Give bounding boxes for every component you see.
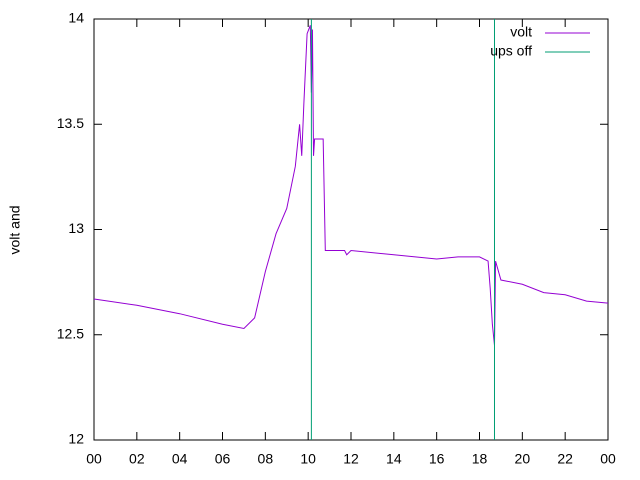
legend-label: volt xyxy=(510,24,532,40)
x-tick-label: 00 xyxy=(86,451,102,467)
y-tick-label: 12 xyxy=(68,431,84,447)
y-tick-label: 13 xyxy=(68,220,84,236)
y-axis-label: volt and xyxy=(7,205,23,254)
x-tick-label: 16 xyxy=(429,451,445,467)
x-tick-label: 10 xyxy=(300,451,316,467)
x-tick-label: 08 xyxy=(258,451,274,467)
x-tick-label: 12 xyxy=(343,451,359,467)
x-tick-label: 18 xyxy=(472,451,488,467)
legend-label: ups off xyxy=(490,43,532,59)
y-tick-label: 13.5 xyxy=(57,115,84,131)
line-series xyxy=(93,25,609,346)
x-tick-label: 20 xyxy=(515,451,531,467)
x-tick-label: 00 xyxy=(600,451,616,467)
x-tick-label: 04 xyxy=(172,451,188,467)
x-tick-label: 14 xyxy=(386,451,402,467)
y-tick-label: 14 xyxy=(68,10,84,26)
x-tick-label: 22 xyxy=(557,451,573,467)
y-tick-label: 12.5 xyxy=(57,325,84,341)
x-tick-label: 06 xyxy=(215,451,231,467)
plot-frame xyxy=(93,18,609,441)
x-tick-label: 02 xyxy=(129,451,145,467)
